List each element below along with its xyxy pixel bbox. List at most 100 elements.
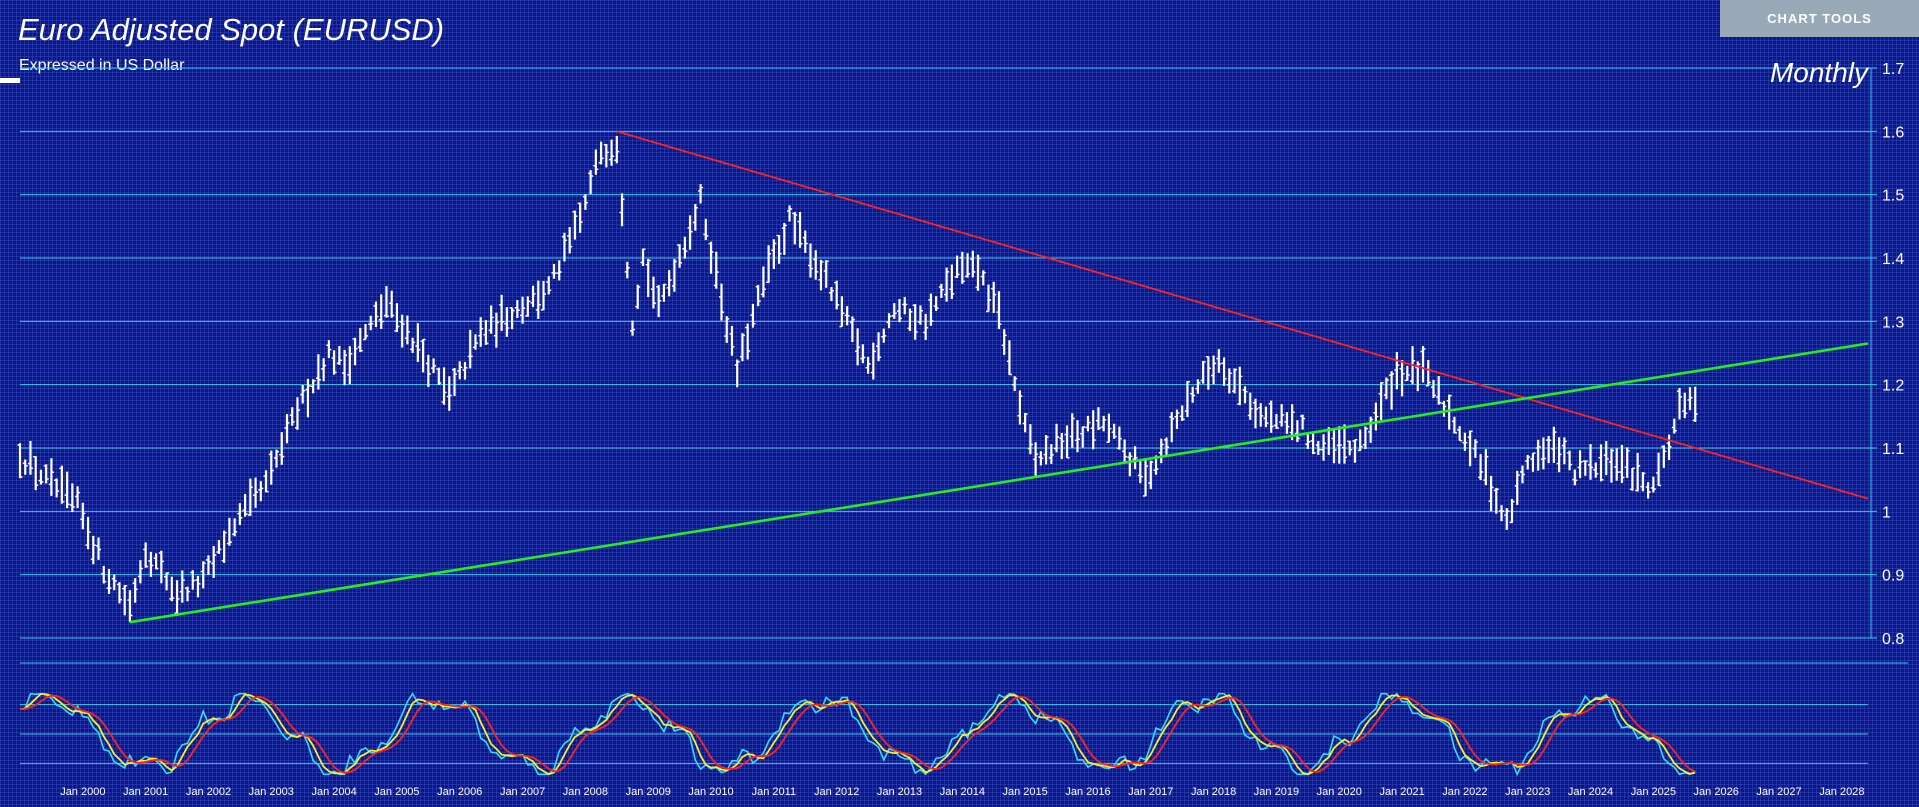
ohlc-bar-212 bbox=[1127, 452, 1133, 477]
ohlc-bar-138 bbox=[739, 333, 745, 362]
ohlc-bar-145 bbox=[776, 234, 782, 264]
y-tick-label-1: 0.9 bbox=[1882, 568, 1904, 585]
ohlc-bar-204 bbox=[1085, 415, 1091, 432]
ohlc-bar-65 bbox=[357, 327, 363, 352]
ohlc-bar-87 bbox=[472, 334, 478, 350]
ohlc-bar-34 bbox=[195, 575, 201, 598]
ohlc-bar-220 bbox=[1169, 412, 1175, 443]
chart-tools-button[interactable]: CHART TOOLS bbox=[1720, 0, 1919, 37]
ohlc-bar-156 bbox=[834, 280, 840, 310]
ohlc-bar-222 bbox=[1179, 405, 1185, 422]
ohlc-bar-74 bbox=[404, 315, 410, 345]
ohlc-bar-176 bbox=[938, 283, 944, 299]
ohlc-bar-289 bbox=[1530, 452, 1536, 472]
x-tick-label-0: Jan 2000 bbox=[60, 786, 105, 798]
ohlc-bar-291 bbox=[1540, 437, 1546, 470]
ohlc-bar-255 bbox=[1352, 438, 1358, 463]
ohlc-bar-134 bbox=[719, 283, 725, 321]
ohlc-bar-81 bbox=[441, 367, 447, 405]
ohlc-bar-184 bbox=[980, 270, 986, 286]
ohlc-bar-284 bbox=[1504, 508, 1510, 530]
ohlc-bar-23 bbox=[137, 560, 143, 584]
ohlc-bar-161 bbox=[860, 344, 866, 364]
x-tick-label-5: Jan 2005 bbox=[374, 786, 419, 798]
ohlc-bar-28 bbox=[164, 572, 170, 591]
ohlc-bar-245 bbox=[1300, 414, 1306, 430]
trend-lines bbox=[129, 130, 1869, 624]
x-tick-label-19: Jan 2019 bbox=[1254, 786, 1299, 798]
ohlc-bar-9 bbox=[64, 471, 70, 509]
ohlc-bar-263 bbox=[1394, 351, 1400, 390]
ohlc-bar-300 bbox=[1588, 444, 1594, 480]
x-tick-label-11: Jan 2011 bbox=[752, 786, 796, 798]
ohlc-bar-68 bbox=[373, 301, 379, 328]
ohlc-bar-64 bbox=[352, 337, 358, 366]
ohlc-bar-120 bbox=[645, 258, 651, 298]
ohlc-bar-15 bbox=[96, 537, 102, 560]
ohlc-bar-308 bbox=[1629, 467, 1635, 491]
ohlc-bar-1 bbox=[22, 459, 28, 475]
ohlc-bar-69 bbox=[378, 294, 384, 329]
ohlc-bar-33 bbox=[190, 570, 196, 590]
chart-title: Euro Adjusted Spot (EURUSD) bbox=[18, 12, 445, 47]
ohlc-bar-144 bbox=[771, 239, 777, 270]
ohlc-bar-66 bbox=[363, 324, 369, 341]
ohlc-bar-38 bbox=[216, 539, 222, 554]
ohlc-bar-122 bbox=[656, 285, 662, 318]
ohlc-bar-114 bbox=[614, 135, 620, 164]
ohlc-bar-46 bbox=[258, 481, 264, 502]
ohlc-bar-157 bbox=[839, 296, 845, 328]
ohlc-bar-62 bbox=[342, 349, 348, 386]
ohlc-bar-269 bbox=[1425, 359, 1431, 387]
ohlc-bar-296 bbox=[1567, 450, 1573, 471]
ohlc-bar-121 bbox=[650, 276, 656, 309]
ohlc-bar-165 bbox=[881, 328, 887, 343]
ohlc-bar-244 bbox=[1294, 420, 1300, 443]
ohlc-bar-44 bbox=[247, 478, 253, 516]
ohlc-bar-313 bbox=[1656, 452, 1662, 487]
ohlc-bar-260 bbox=[1378, 382, 1384, 421]
ohlc-bar-299 bbox=[1582, 460, 1588, 476]
ohlc-bar-264 bbox=[1399, 360, 1405, 397]
ohlc-bar-160 bbox=[855, 328, 861, 366]
ohlc-bar-131 bbox=[703, 218, 709, 241]
ohlc-bar-178 bbox=[949, 264, 955, 300]
ohlc-bar-16 bbox=[101, 565, 107, 584]
ohlc-bar-310 bbox=[1640, 472, 1646, 492]
osc-mid-line bbox=[19, 692, 1696, 776]
ohlc-bar-60 bbox=[331, 350, 337, 375]
x-tick-label-10: Jan 2010 bbox=[688, 786, 733, 798]
ohlc-bar-135 bbox=[724, 316, 730, 343]
ohlc-bar-40 bbox=[226, 517, 232, 546]
ohlc-bar-3 bbox=[33, 456, 39, 491]
ohlc-bar-100 bbox=[541, 281, 547, 311]
ohlc-bar-282 bbox=[1493, 487, 1499, 514]
ohlc-bar-276 bbox=[1462, 432, 1468, 451]
ohlc-bar-170 bbox=[907, 308, 913, 332]
ohlc-bar-42 bbox=[237, 503, 243, 526]
ohlc-bar-179 bbox=[954, 255, 960, 278]
x-tick-label-3: Jan 2003 bbox=[249, 786, 294, 798]
ohlc-bar-133 bbox=[713, 251, 719, 289]
ohlc-bar-41 bbox=[232, 518, 238, 537]
ohlc-bar-51 bbox=[284, 413, 290, 444]
ohlc-bar-311 bbox=[1645, 482, 1651, 499]
ohlc-bar-265 bbox=[1404, 365, 1410, 382]
ohlc-bar-127 bbox=[682, 236, 688, 259]
ohlc-bar-99 bbox=[535, 280, 541, 319]
x-tick-label-27: Jan 2027 bbox=[1756, 786, 1801, 798]
ohlc-bar-195 bbox=[1038, 451, 1044, 466]
y-tick-label-0: 0.8 bbox=[1882, 631, 1904, 648]
oscillator-panel bbox=[19, 662, 1908, 777]
ohlc-bar-13 bbox=[85, 516, 91, 550]
ohlc-bar-17 bbox=[106, 569, 112, 594]
ohlc-bar-210 bbox=[1116, 426, 1122, 450]
ohlc-bar-248 bbox=[1315, 441, 1321, 455]
ohlc-bar-275 bbox=[1457, 426, 1463, 442]
x-tick-label-12: Jan 2012 bbox=[814, 786, 859, 798]
ohlc-bar-50 bbox=[279, 432, 285, 465]
ohlc-bar-96 bbox=[520, 296, 526, 324]
ohlc-bar-186 bbox=[991, 281, 997, 313]
ohlc-bar-182 bbox=[970, 250, 976, 278]
